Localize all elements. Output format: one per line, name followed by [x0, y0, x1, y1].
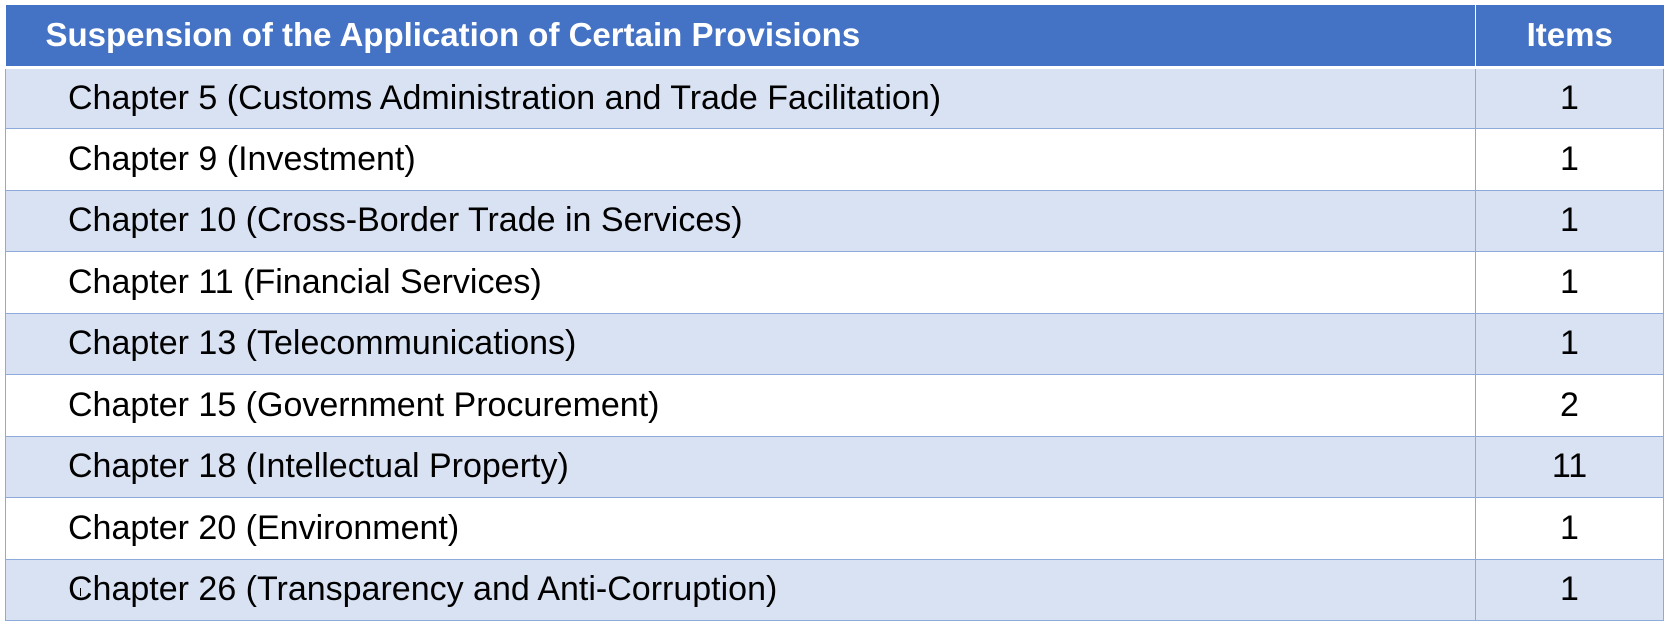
chapter-cell: Chapter 9 (Investment) — [5, 128, 1476, 191]
chapter-cell: Chapter 20 (Environment) — [5, 497, 1476, 560]
table-row: Chapter 10 (Cross-Border Trade in Servic… — [5, 190, 1664, 252]
items-cell: 1 — [1475, 128, 1664, 191]
items-cell: 1 — [1475, 497, 1664, 560]
header-row: Suspension of the Application of Certain… — [5, 5, 1664, 69]
items-cell: 2 — [1475, 374, 1664, 437]
chapter-cell: Chapter 15 (Government Procurement) — [5, 374, 1476, 437]
items-cell: 1 — [1475, 251, 1664, 314]
chapter-cell: Chapter 26 (Transparency and Anti-Corrup… — [5, 559, 1476, 621]
chapter-cell: Chapter 18 (Intellectual Property) — [5, 436, 1476, 498]
table-row: Chapter 26 (Transparency and Anti-Corrup… — [5, 559, 1664, 621]
table-row: Chapter 15 (Government Procurement) 2 — [5, 374, 1664, 437]
text-cursor-mark — [80, 588, 81, 596]
provisions-table: Suspension of the Application of Certain… — [5, 5, 1664, 621]
items-cell: 1 — [1475, 67, 1664, 129]
chapter-cell: Chapter 5 (Customs Administration and Tr… — [5, 67, 1476, 129]
table-row: Chapter 5 (Customs Administration and Tr… — [5, 67, 1664, 129]
table-row: Chapter 13 (Telecommunications) 1 — [5, 313, 1664, 375]
provisions-table-container: Suspension of the Application of Certain… — [5, 5, 1664, 621]
items-cell: 1 — [1475, 190, 1664, 252]
header-items: Items — [1475, 5, 1664, 69]
table-row: Chapter 9 (Investment) 1 — [5, 128, 1664, 191]
items-cell: 1 — [1475, 313, 1664, 375]
table-header: Suspension of the Application of Certain… — [5, 5, 1664, 69]
header-title: Suspension of the Application of Certain… — [5, 5, 1476, 69]
table-body: Chapter 5 (Customs Administration and Tr… — [5, 67, 1664, 621]
chapter-cell: Chapter 10 (Cross-Border Trade in Servic… — [5, 190, 1476, 252]
items-cell: 1 — [1475, 559, 1664, 621]
items-cell: 11 — [1475, 436, 1664, 498]
table-row: Chapter 18 (Intellectual Property) 11 — [5, 436, 1664, 498]
chapter-cell: Chapter 13 (Telecommunications) — [5, 313, 1476, 375]
chapter-cell: Chapter 11 (Financial Services) — [5, 251, 1476, 314]
table-row: Chapter 11 (Financial Services) 1 — [5, 251, 1664, 314]
table-row: Chapter 20 (Environment) 1 — [5, 497, 1664, 560]
